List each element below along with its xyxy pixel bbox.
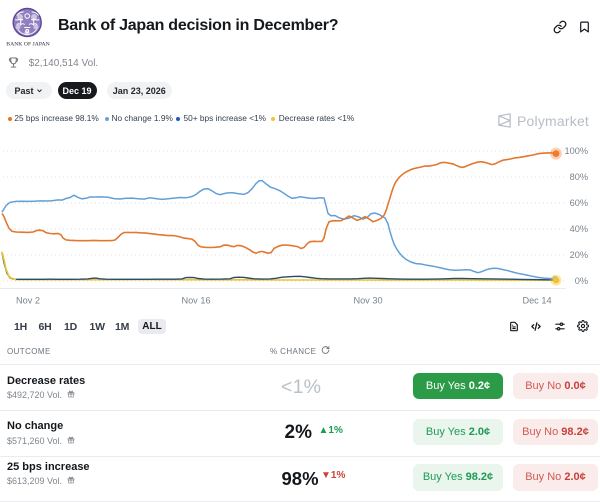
svg-text:Nov 30: Nov 30 [353,296,382,306]
svg-text:Dec 14: Dec 14 [522,296,551,306]
svg-text:60%: 60% [570,198,588,208]
svg-text:Nov 2: Nov 2 [16,296,40,306]
svg-text:Nov 16: Nov 16 [181,296,210,306]
svg-text:100%: 100% [565,146,589,156]
svg-text:0%: 0% [575,276,588,286]
svg-text:80%: 80% [570,172,588,182]
svg-text:20%: 20% [570,250,588,260]
svg-text:BANK OF JAPAN: BANK OF JAPAN [6,42,49,48]
svg-text:40%: 40% [570,224,588,234]
